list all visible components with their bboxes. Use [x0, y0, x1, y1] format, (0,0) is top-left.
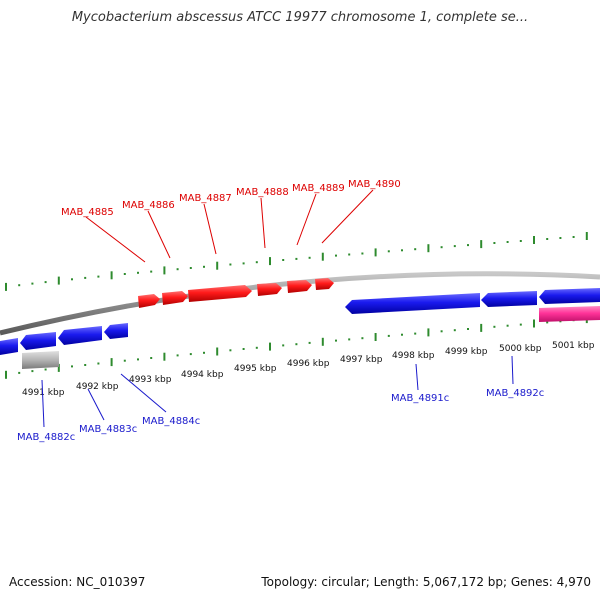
feature-gray[interactable]	[22, 351, 59, 369]
scale-label: 4994 kbp	[181, 370, 224, 380]
gene-arrow-mab-4883c[interactable]	[58, 326, 102, 345]
callout-line	[415, 363, 419, 391]
callout-line	[511, 355, 514, 385]
scale-label: 4997 kbp	[340, 355, 383, 365]
callout-line	[120, 373, 167, 413]
scale-label: 4996 kbp	[287, 359, 330, 369]
callout-line	[296, 193, 317, 246]
gene-arrow-mab-4882c-a[interactable]	[0, 338, 18, 355]
scale-label: 5000 kbp	[499, 344, 542, 354]
gene-label-mab-4882c[interactable]: MAB_4882c	[17, 432, 75, 443]
gene-label-mab-4885[interactable]: MAB_4885	[61, 207, 114, 218]
gene-arrow-mab-4887[interactable]	[188, 285, 252, 302]
scale-label: 4998 kbp	[392, 351, 435, 361]
reverse-genes	[0, 288, 600, 355]
callout-line	[260, 197, 266, 249]
gene-arrow-mab-4890[interactable]	[315, 278, 334, 290]
forward-tick-track	[5, 232, 588, 291]
feature-pink[interactable]	[539, 306, 600, 322]
gene-label-mab-4890[interactable]: MAB_4890	[348, 179, 401, 190]
gene-arrow-mab-4882c[interactable]	[20, 332, 56, 350]
callout-line	[147, 210, 171, 259]
gene-label-mab-4892c[interactable]: MAB_4892c	[486, 388, 544, 399]
gene-arrow-mab-4885[interactable]	[138, 294, 160, 308]
forward-genes	[138, 278, 334, 308]
gene-arrow-mab-4892c[interactable]	[481, 291, 537, 307]
callout-line	[41, 379, 45, 428]
scale-label: 4999 kbp	[445, 347, 488, 357]
callout-line	[85, 216, 146, 263]
scale-label: 4991 kbp	[22, 388, 65, 398]
gene-label-mab-4887[interactable]: MAB_4887	[179, 193, 232, 204]
summary-text: Topology: circular; Length: 5,067,172 bp…	[261, 575, 591, 589]
gene-arrow-mab-4886[interactable]	[162, 291, 188, 305]
callout-line	[321, 189, 374, 244]
gene-label-mab-4889[interactable]: MAB_4889	[292, 183, 345, 194]
scale-label: 5001 kbp	[552, 341, 595, 351]
gene-arrow-mab-4889[interactable]	[287, 280, 312, 293]
gene-label-mab-4891c[interactable]: MAB_4891c	[391, 393, 449, 404]
gene-arrow-mab-4888[interactable]	[257, 283, 282, 296]
scale-label: 4993 kbp	[129, 375, 172, 385]
gene-arrow-partial-right[interactable]	[539, 288, 600, 304]
scale-label: 4992 kbp	[76, 382, 119, 392]
gene-arrow-mab-4891c[interactable]	[345, 293, 480, 314]
callout-line	[87, 388, 105, 421]
map-title: Mycobacterium abscessus ATCC 19977 chrom…	[71, 10, 529, 25]
gene-label-mab-4884c[interactable]: MAB_4884c	[142, 416, 200, 427]
accession-text: Accession: NC_010397	[9, 575, 146, 589]
scale-label: 4995 kbp	[234, 364, 277, 374]
gene-label-mab-4883c[interactable]: MAB_4883c	[79, 424, 137, 435]
gene-label-mab-4886[interactable]: MAB_4886	[122, 200, 175, 211]
gene-arrow-mab-4884c[interactable]	[104, 323, 128, 339]
gene-label-mab-4888[interactable]: MAB_4888	[236, 187, 289, 198]
callout-line	[203, 203, 217, 255]
